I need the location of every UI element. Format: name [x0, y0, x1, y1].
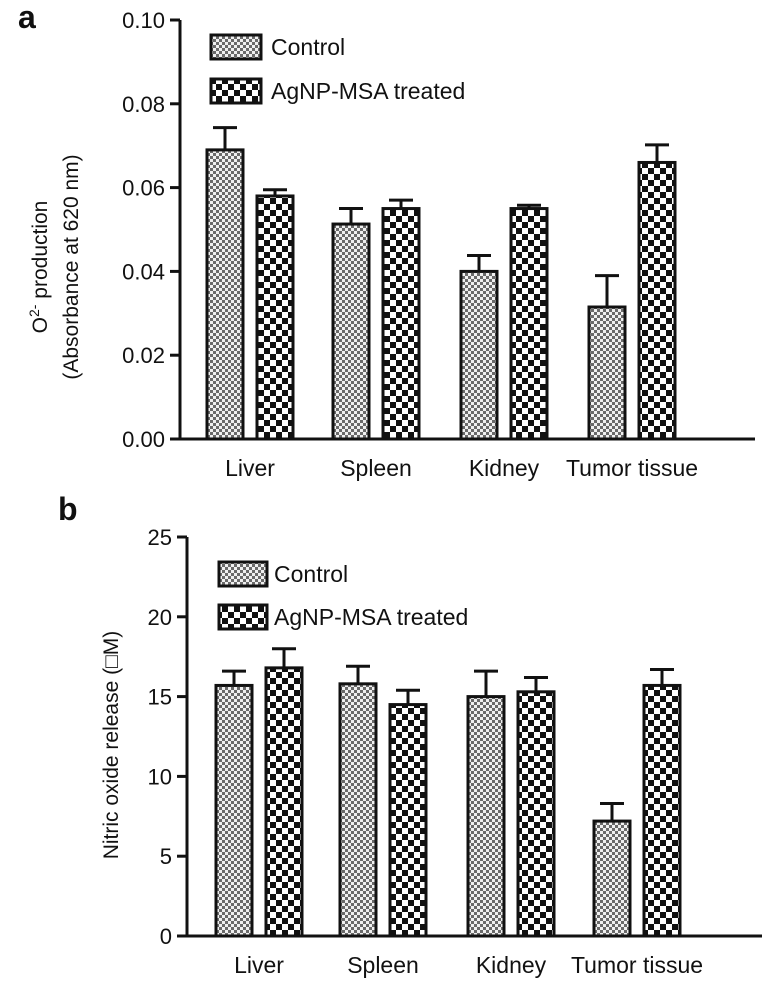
- panel-a-bar-control: [331, 222, 371, 441]
- panel-a-x-axis: Liver Spleen Kidney Tumor tissue: [179, 437, 755, 481]
- panel-a-bar-treated: [255, 194, 295, 441]
- panel-a-bar-control: [587, 305, 627, 441]
- panel-a-bar-treated: [637, 160, 677, 441]
- panel-b-ylabel: Nitric oxide release (□M): [100, 631, 123, 860]
- panel-a-bar-treated: [381, 207, 421, 441]
- panel-b-bar-treated: [642, 683, 682, 938]
- panel-b-bar-control: [466, 695, 506, 938]
- panel-b-x-axis: Liver Spleen Kidney Tumor tissue: [186, 934, 762, 978]
- panel-b-category-label: Spleen: [347, 952, 419, 978]
- panel-b-y-tick-label: 15: [148, 685, 172, 710]
- panel-a-y-tick-label: 0.02: [122, 343, 165, 368]
- panel-a-category-label: Kidney: [469, 455, 540, 481]
- panel-a-bars: [205, 126, 677, 441]
- panel-b-y-tick-label: 25: [148, 525, 172, 550]
- panel-b-bar-treated: [388, 703, 428, 938]
- panel-a-category-label: Liver: [225, 455, 275, 481]
- panel-a-y-tick-label: 0.00: [122, 427, 165, 452]
- panel-a-bar-treated: [509, 207, 549, 441]
- panel-b-legend-swatch-control: [217, 560, 269, 588]
- panel-a-bar-control: [205, 148, 245, 441]
- panel-b-y-tick-label: 10: [148, 764, 172, 789]
- panel-a-bar-control: [459, 269, 499, 441]
- panel-b-legend-label-control: Control: [274, 561, 348, 587]
- panel-b-bars: [214, 647, 682, 938]
- panel-a-label: a: [18, 0, 36, 35]
- panel-a-y-tick-label: 0.10: [122, 8, 165, 33]
- panel-a-ylabel-line1: O2- production: [26, 201, 52, 334]
- panel-a-legend-label-control: Control: [271, 34, 345, 60]
- panel-b-legend-label-treated: AgNP-MSA treated: [274, 604, 468, 630]
- panel-a-y-tick-label: 0.06: [122, 176, 165, 201]
- panel-b-bar-control: [338, 682, 378, 938]
- panel-a-legend-swatch-control: [209, 33, 263, 61]
- panel-b-bar-control: [592, 819, 632, 938]
- panel-a-y-tick-label: 0.04: [122, 259, 165, 284]
- panel-b-label: b: [58, 491, 78, 527]
- panel-b-legend-swatch-treated: [217, 603, 269, 631]
- panel-b-bar-treated: [516, 690, 556, 938]
- panel-b-bar-treated: [264, 666, 304, 938]
- panel-a-y-tick-label: 0.08: [122, 92, 165, 117]
- panel-a-legend: Control AgNP-MSA treated: [209, 33, 465, 105]
- panel-a-legend-label-treated: AgNP-MSA treated: [271, 78, 465, 104]
- panel-a-y-axis: 0.00 0.02 0.04 0.06 0.08 0.10: [122, 8, 182, 452]
- panel-b-y-tick-label: 5: [160, 844, 172, 869]
- panel-a-chart: a O2- production (Absorbance at 620 nm) …: [18, 0, 755, 481]
- panel-a-ylabel-line2: (Absorbance at 620 nm): [60, 154, 83, 379]
- panel-a-category-label: Tumor tissue: [566, 455, 698, 481]
- panel-b-chart: b Nitric oxide release (□M) 0 5 10 15 20 25 L…: [58, 491, 762, 978]
- panel-b-y-tick-label: 20: [148, 605, 172, 630]
- panel-b-category-label: Liver: [234, 952, 284, 978]
- panel-b-y-axis: 0 5 10 15 20 25: [148, 525, 189, 949]
- panel-b-category-label: Kidney: [476, 952, 547, 978]
- panel-a-legend-swatch-treated: [209, 77, 263, 105]
- panel-b-bar-control: [214, 683, 254, 938]
- panel-b-y-tick-label: 0: [160, 924, 172, 949]
- panel-b-legend: Control AgNP-MSA treated: [217, 560, 468, 631]
- panel-b-category-label: Tumor tissue: [571, 952, 703, 978]
- panel-a-category-label: Spleen: [340, 455, 412, 481]
